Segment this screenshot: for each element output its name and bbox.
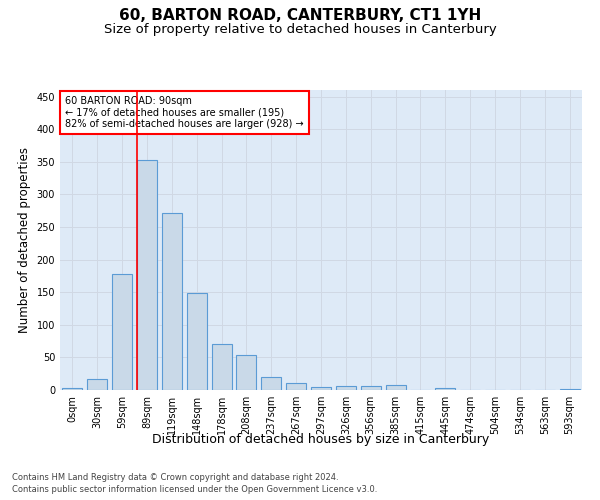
Text: Contains public sector information licensed under the Open Government Licence v3: Contains public sector information licen… bbox=[12, 485, 377, 494]
Text: 60 BARTON ROAD: 90sqm
← 17% of detached houses are smaller (195)
82% of semi-det: 60 BARTON ROAD: 90sqm ← 17% of detached … bbox=[65, 96, 304, 129]
Text: Distribution of detached houses by size in Canterbury: Distribution of detached houses by size … bbox=[152, 432, 490, 446]
Bar bbox=[187, 294, 206, 390]
Bar bbox=[436, 388, 455, 390]
Bar bbox=[62, 388, 82, 390]
Text: Size of property relative to detached houses in Canterbury: Size of property relative to detached ho… bbox=[104, 22, 496, 36]
Bar bbox=[212, 344, 232, 390]
Text: Contains HM Land Registry data © Crown copyright and database right 2024.: Contains HM Land Registry data © Crown c… bbox=[12, 472, 338, 482]
Bar bbox=[88, 379, 107, 390]
Bar bbox=[262, 377, 281, 390]
Bar bbox=[112, 274, 132, 390]
Bar bbox=[560, 388, 580, 390]
Bar bbox=[336, 386, 356, 390]
Bar bbox=[311, 386, 331, 390]
Bar bbox=[286, 384, 306, 390]
Bar bbox=[137, 160, 157, 390]
Text: 60, BARTON ROAD, CANTERBURY, CT1 1YH: 60, BARTON ROAD, CANTERBURY, CT1 1YH bbox=[119, 8, 481, 22]
Bar bbox=[386, 386, 406, 390]
Bar bbox=[236, 356, 256, 390]
Bar bbox=[162, 212, 182, 390]
Y-axis label: Number of detached properties: Number of detached properties bbox=[18, 147, 31, 333]
Bar bbox=[361, 386, 380, 390]
